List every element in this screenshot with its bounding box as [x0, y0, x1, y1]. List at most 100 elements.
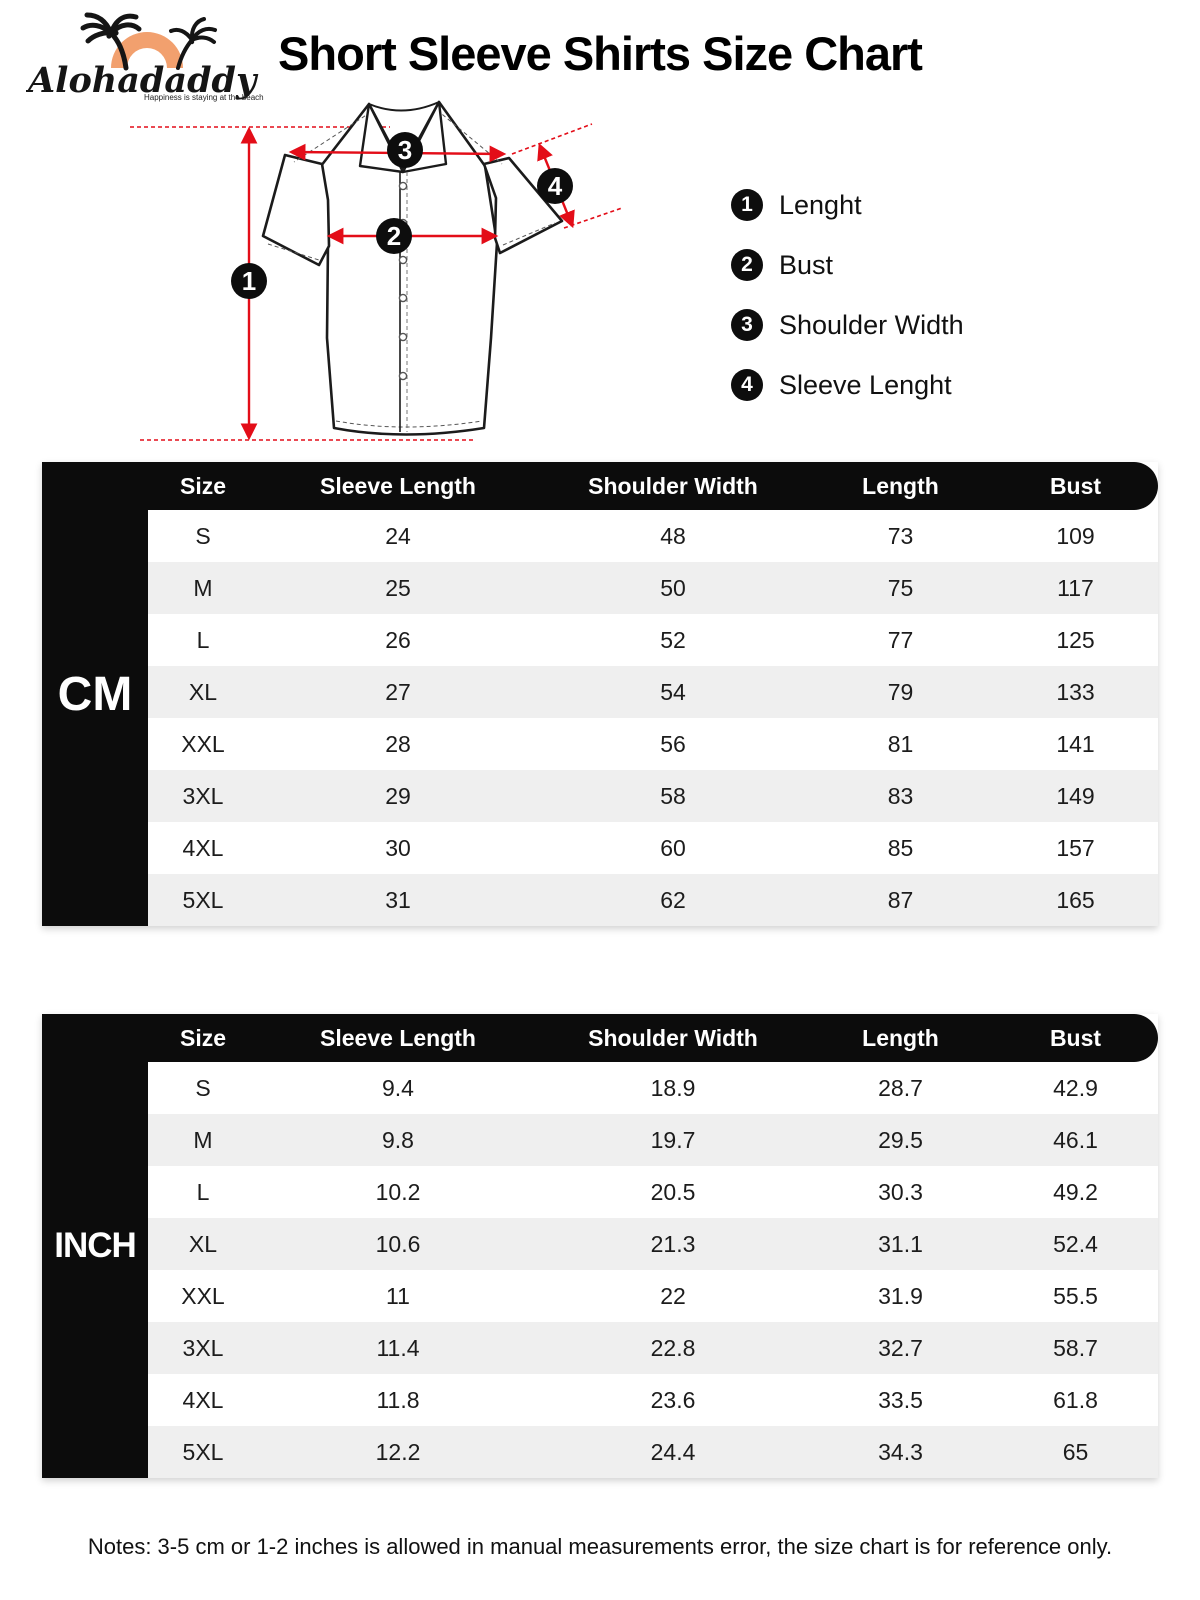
palm-tree-right — [169, 17, 217, 70]
table-cell: L — [196, 626, 210, 653]
legend-label: Sleeve Lenght — [779, 369, 952, 400]
table-cell: 5XL — [182, 1438, 224, 1465]
table-cell: 87 — [887, 886, 914, 913]
brand-name: Alohadaddy — [26, 60, 259, 101]
brand-logo: Alohadaddy Happiness is staying at the b… — [25, 8, 270, 102]
measure-point-4: 4 — [548, 171, 563, 201]
table-row: 5XL 12.2 24.4 34.3 65 — [148, 1426, 1158, 1478]
table-cell: XXL — [181, 730, 225, 757]
table-cell: 75 — [887, 574, 914, 601]
table-cell: 83 — [887, 782, 914, 809]
table-cell: 24.4 — [650, 1438, 696, 1465]
table-cell: 48 — [660, 522, 686, 549]
table-cell: 19.7 — [650, 1126, 696, 1153]
table-cell: 31.1 — [878, 1230, 923, 1257]
table-row: XXL 11 22 31.9 55.5 — [148, 1270, 1158, 1322]
table-cell: 85 — [887, 834, 914, 861]
table-cell: 25 — [385, 574, 411, 601]
table-cell: S — [195, 1074, 211, 1101]
column-header: Size — [179, 1024, 227, 1051]
column-header: Length — [862, 472, 939, 499]
table-cell: M — [193, 1126, 213, 1153]
table-row: 5XL 31 62 87 165 — [148, 874, 1158, 926]
table-cell: L — [196, 1178, 210, 1205]
table-row: XL 27 54 79 133 — [148, 666, 1158, 718]
table-cell: 54 — [660, 678, 686, 705]
table-row: S 24 48 73 109 — [148, 510, 1158, 562]
table-cell: 34.3 — [878, 1438, 923, 1465]
legend-label: Lenght — [779, 189, 862, 220]
table-row: 3XL 11.4 22.8 32.7 58.7 — [148, 1322, 1158, 1374]
table-row: 3XL 29 58 83 149 — [148, 770, 1158, 822]
table-cell: 22.8 — [650, 1334, 696, 1361]
table-cell: 10.6 — [375, 1230, 421, 1257]
table-cell: 4XL — [182, 1386, 224, 1413]
table-cell: 77 — [887, 626, 914, 653]
column-header: Shoulder Width — [588, 472, 758, 499]
table-cell: 58 — [660, 782, 686, 809]
table-cell: 21.3 — [650, 1230, 696, 1257]
table-row: XXL 28 56 81 141 — [148, 718, 1158, 770]
table-cell: 46.1 — [1053, 1126, 1098, 1153]
table-cell: 23.6 — [650, 1386, 696, 1413]
table-cell: 9.4 — [382, 1074, 414, 1101]
measure-point-2: 2 — [387, 221, 401, 251]
table-cell: 133 — [1056, 678, 1095, 705]
table-row: L 10.2 20.5 30.3 49.2 — [148, 1166, 1158, 1218]
table-cell: 30 — [385, 834, 411, 861]
column-header: Length — [862, 1024, 939, 1051]
table-row: XL 10.6 21.3 31.1 52.4 — [148, 1218, 1158, 1270]
table-row: M 25 50 75 117 — [148, 562, 1158, 614]
unit-label-cm: CM — [42, 462, 148, 926]
table-row: M 9.8 19.7 29.5 46.1 — [148, 1114, 1158, 1166]
table-cell: 22 — [660, 1282, 686, 1309]
table-cell: 109 — [1056, 522, 1095, 549]
table-cell: 42.9 — [1053, 1074, 1098, 1101]
table-cell: 5XL — [182, 886, 224, 913]
column-header: Sleeve Length — [320, 1024, 476, 1051]
column-header: Size — [179, 472, 227, 499]
table-cell: 18.9 — [650, 1074, 696, 1101]
brand-tagline: Happiness is staying at the beach — [144, 93, 264, 102]
table-cell: 125 — [1056, 626, 1095, 653]
table-cell: 33.5 — [878, 1386, 923, 1413]
table-cell: 157 — [1056, 834, 1095, 861]
table-cell: 65 — [1062, 1438, 1089, 1465]
table-cell: XL — [188, 1230, 218, 1257]
legend-item: 1 Lenght — [731, 188, 964, 222]
table-cell: 11.8 — [376, 1386, 420, 1413]
table-cell: S — [195, 522, 211, 549]
measure-point-1: 1 — [242, 266, 256, 296]
table-cell: 32.7 — [878, 1334, 923, 1361]
table-cell: 117 — [1057, 574, 1094, 601]
size-table-inch: Size Sleeve Length Shoulder Width Length Bus… — [42, 1014, 1158, 1478]
table-cell: 24 — [385, 522, 411, 549]
table-cell: 58.7 — [1053, 1334, 1098, 1361]
table-cell: 52 — [660, 626, 686, 653]
table-cell: 31 — [385, 886, 411, 913]
page-title: Short Sleeve Shirts Size Chart — [278, 27, 923, 80]
table-cell: 3XL — [182, 1334, 224, 1361]
table-rows: S 24 48 73 109 M 25 50 75 117 L 26 52 77 125 XL 27 54 79 13… — [148, 510, 1158, 926]
table-cell: 9.8 — [382, 1126, 414, 1153]
column-header: Sleeve Length — [320, 472, 476, 499]
table-cell: XL — [188, 678, 218, 705]
table-header-row: Size Sleeve Length Shoulder Width Length Bus… — [42, 462, 1158, 510]
table-row: L 26 52 77 125 — [148, 614, 1158, 666]
table-cell: 60 — [660, 834, 686, 861]
table-cell: 50 — [660, 574, 686, 601]
unit-label-inch: INCH — [42, 1014, 148, 1478]
table-cell: 79 — [887, 678, 914, 705]
column-header: Shoulder Width — [588, 1024, 758, 1051]
legend-number-badge: 3 — [731, 309, 763, 341]
table-cell: 29 — [385, 782, 411, 809]
table-cell: 28 — [385, 730, 411, 757]
legend-number-badge: 2 — [731, 249, 763, 281]
table-row: S 9.4 18.9 28.7 42.9 — [148, 1062, 1158, 1114]
column-header: Bust — [1049, 472, 1102, 499]
table-cell: 56 — [660, 730, 686, 757]
table-cell: 4XL — [182, 834, 224, 861]
table-cell: 10.2 — [375, 1178, 421, 1205]
table-cell: 3XL — [182, 782, 224, 809]
